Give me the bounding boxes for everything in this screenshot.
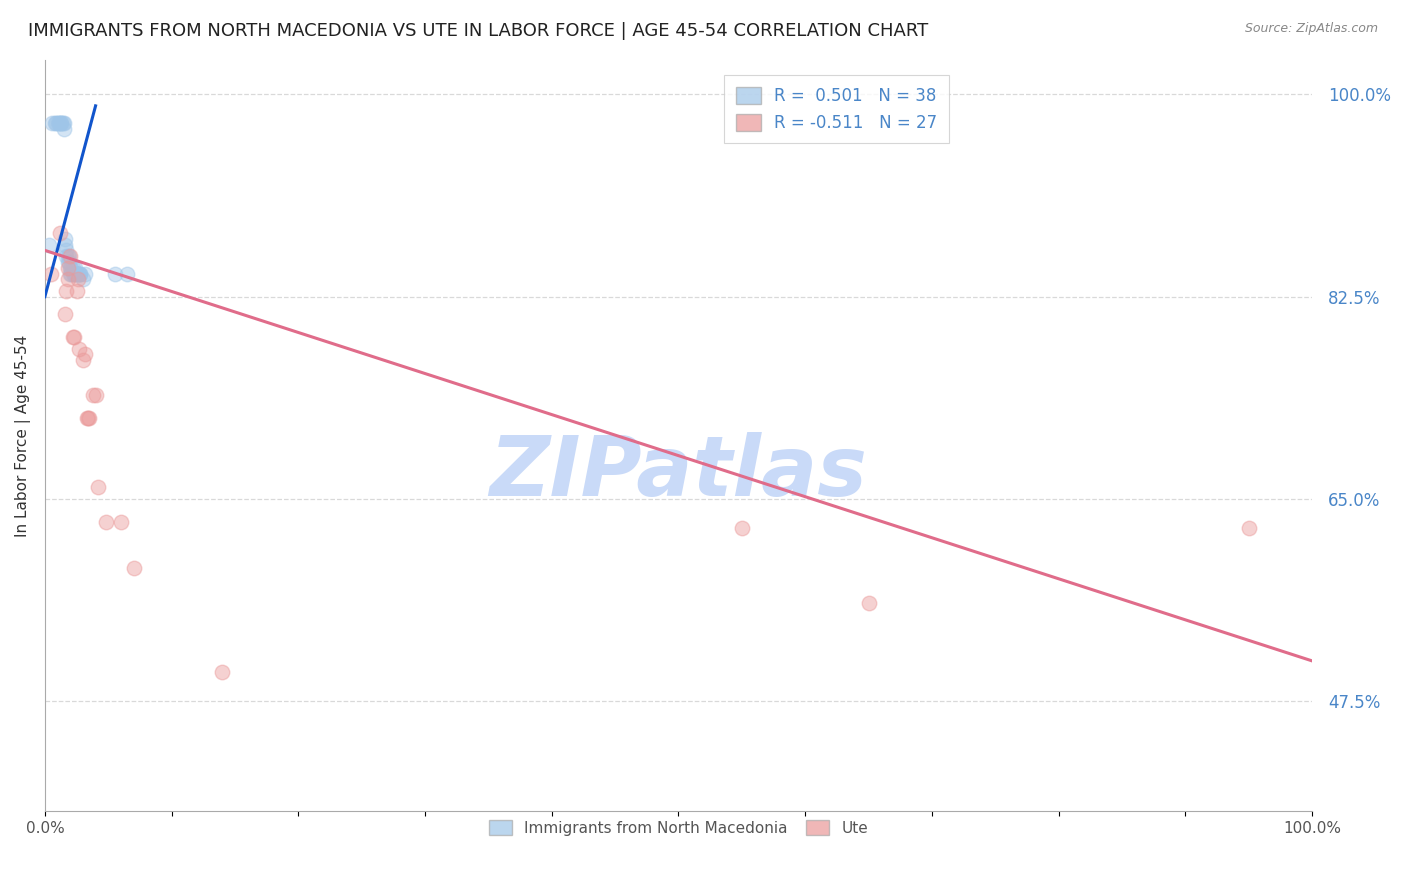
Point [45, 116, 67, 130]
Point [62, 267, 84, 281]
Point [56, 272, 79, 286]
Point [67, 267, 90, 281]
Point [55, 244, 77, 258]
Text: IMMIGRANTS FROM NORTH MACEDONIA VS UTE IN LABOR FORCE | AGE 45-54 CORRELATION CH: IMMIGRANTS FROM NORTH MACEDONIA VS UTE I… [28, 22, 928, 40]
Point [75, 347, 97, 361]
Point [76, 411, 98, 425]
Point [46, 116, 69, 130]
Point [65, 284, 87, 298]
Point [66, 272, 89, 286]
Point [75, 267, 97, 281]
Point [38, 237, 60, 252]
Point [69, 267, 91, 281]
Point [63, 330, 86, 344]
Point [52, 122, 75, 136]
Point [59, 267, 82, 281]
Text: ZIPatlas: ZIPatlas [489, 433, 868, 514]
Point [49, 116, 72, 130]
Point [56, 249, 79, 263]
Point [94, 515, 117, 529]
Point [82, 388, 104, 402]
Point [44, 116, 66, 130]
Point [51, 116, 73, 130]
Point [62, 330, 84, 344]
Point [48, 116, 70, 130]
Point [55, 284, 77, 298]
Point [72, 353, 94, 368]
Y-axis label: In Labor Force | Age 45-54: In Labor Force | Age 45-54 [15, 334, 31, 536]
Point [55, 249, 77, 263]
Point [39, 267, 62, 281]
Point [122, 561, 145, 575]
Point [65, 267, 87, 281]
Point [49, 226, 72, 240]
Point [65, 260, 87, 275]
Point [62, 260, 84, 275]
Point [66, 267, 89, 281]
Point [53, 232, 76, 246]
Point [87, 480, 110, 494]
Point [51, 116, 73, 130]
Point [52, 116, 75, 130]
Point [84, 388, 107, 402]
Point [59, 260, 82, 275]
Point [211, 665, 233, 680]
Legend: Immigrants from North Macedonia, Ute: Immigrants from North Macedonia, Ute [479, 811, 877, 845]
Point [60, 267, 83, 281]
Point [58, 255, 80, 269]
Point [58, 249, 80, 263]
Text: Source: ZipAtlas.com: Source: ZipAtlas.com [1244, 22, 1378, 36]
Point [103, 267, 125, 281]
Point [69, 267, 91, 281]
Point [731, 521, 754, 535]
Point [65, 267, 87, 281]
Point [60, 260, 83, 275]
Point [59, 249, 82, 263]
Point [72, 272, 94, 286]
Point [858, 596, 880, 610]
Point [110, 515, 132, 529]
Point [53, 307, 76, 321]
Point [1237, 521, 1260, 535]
Point [56, 255, 79, 269]
Point [67, 342, 90, 356]
Point [52, 116, 75, 130]
Point [41, 116, 63, 130]
Point [77, 411, 100, 425]
Point [63, 267, 86, 281]
Point [53, 237, 76, 252]
Point [117, 267, 139, 281]
Point [77, 411, 100, 425]
Point [56, 260, 79, 275]
